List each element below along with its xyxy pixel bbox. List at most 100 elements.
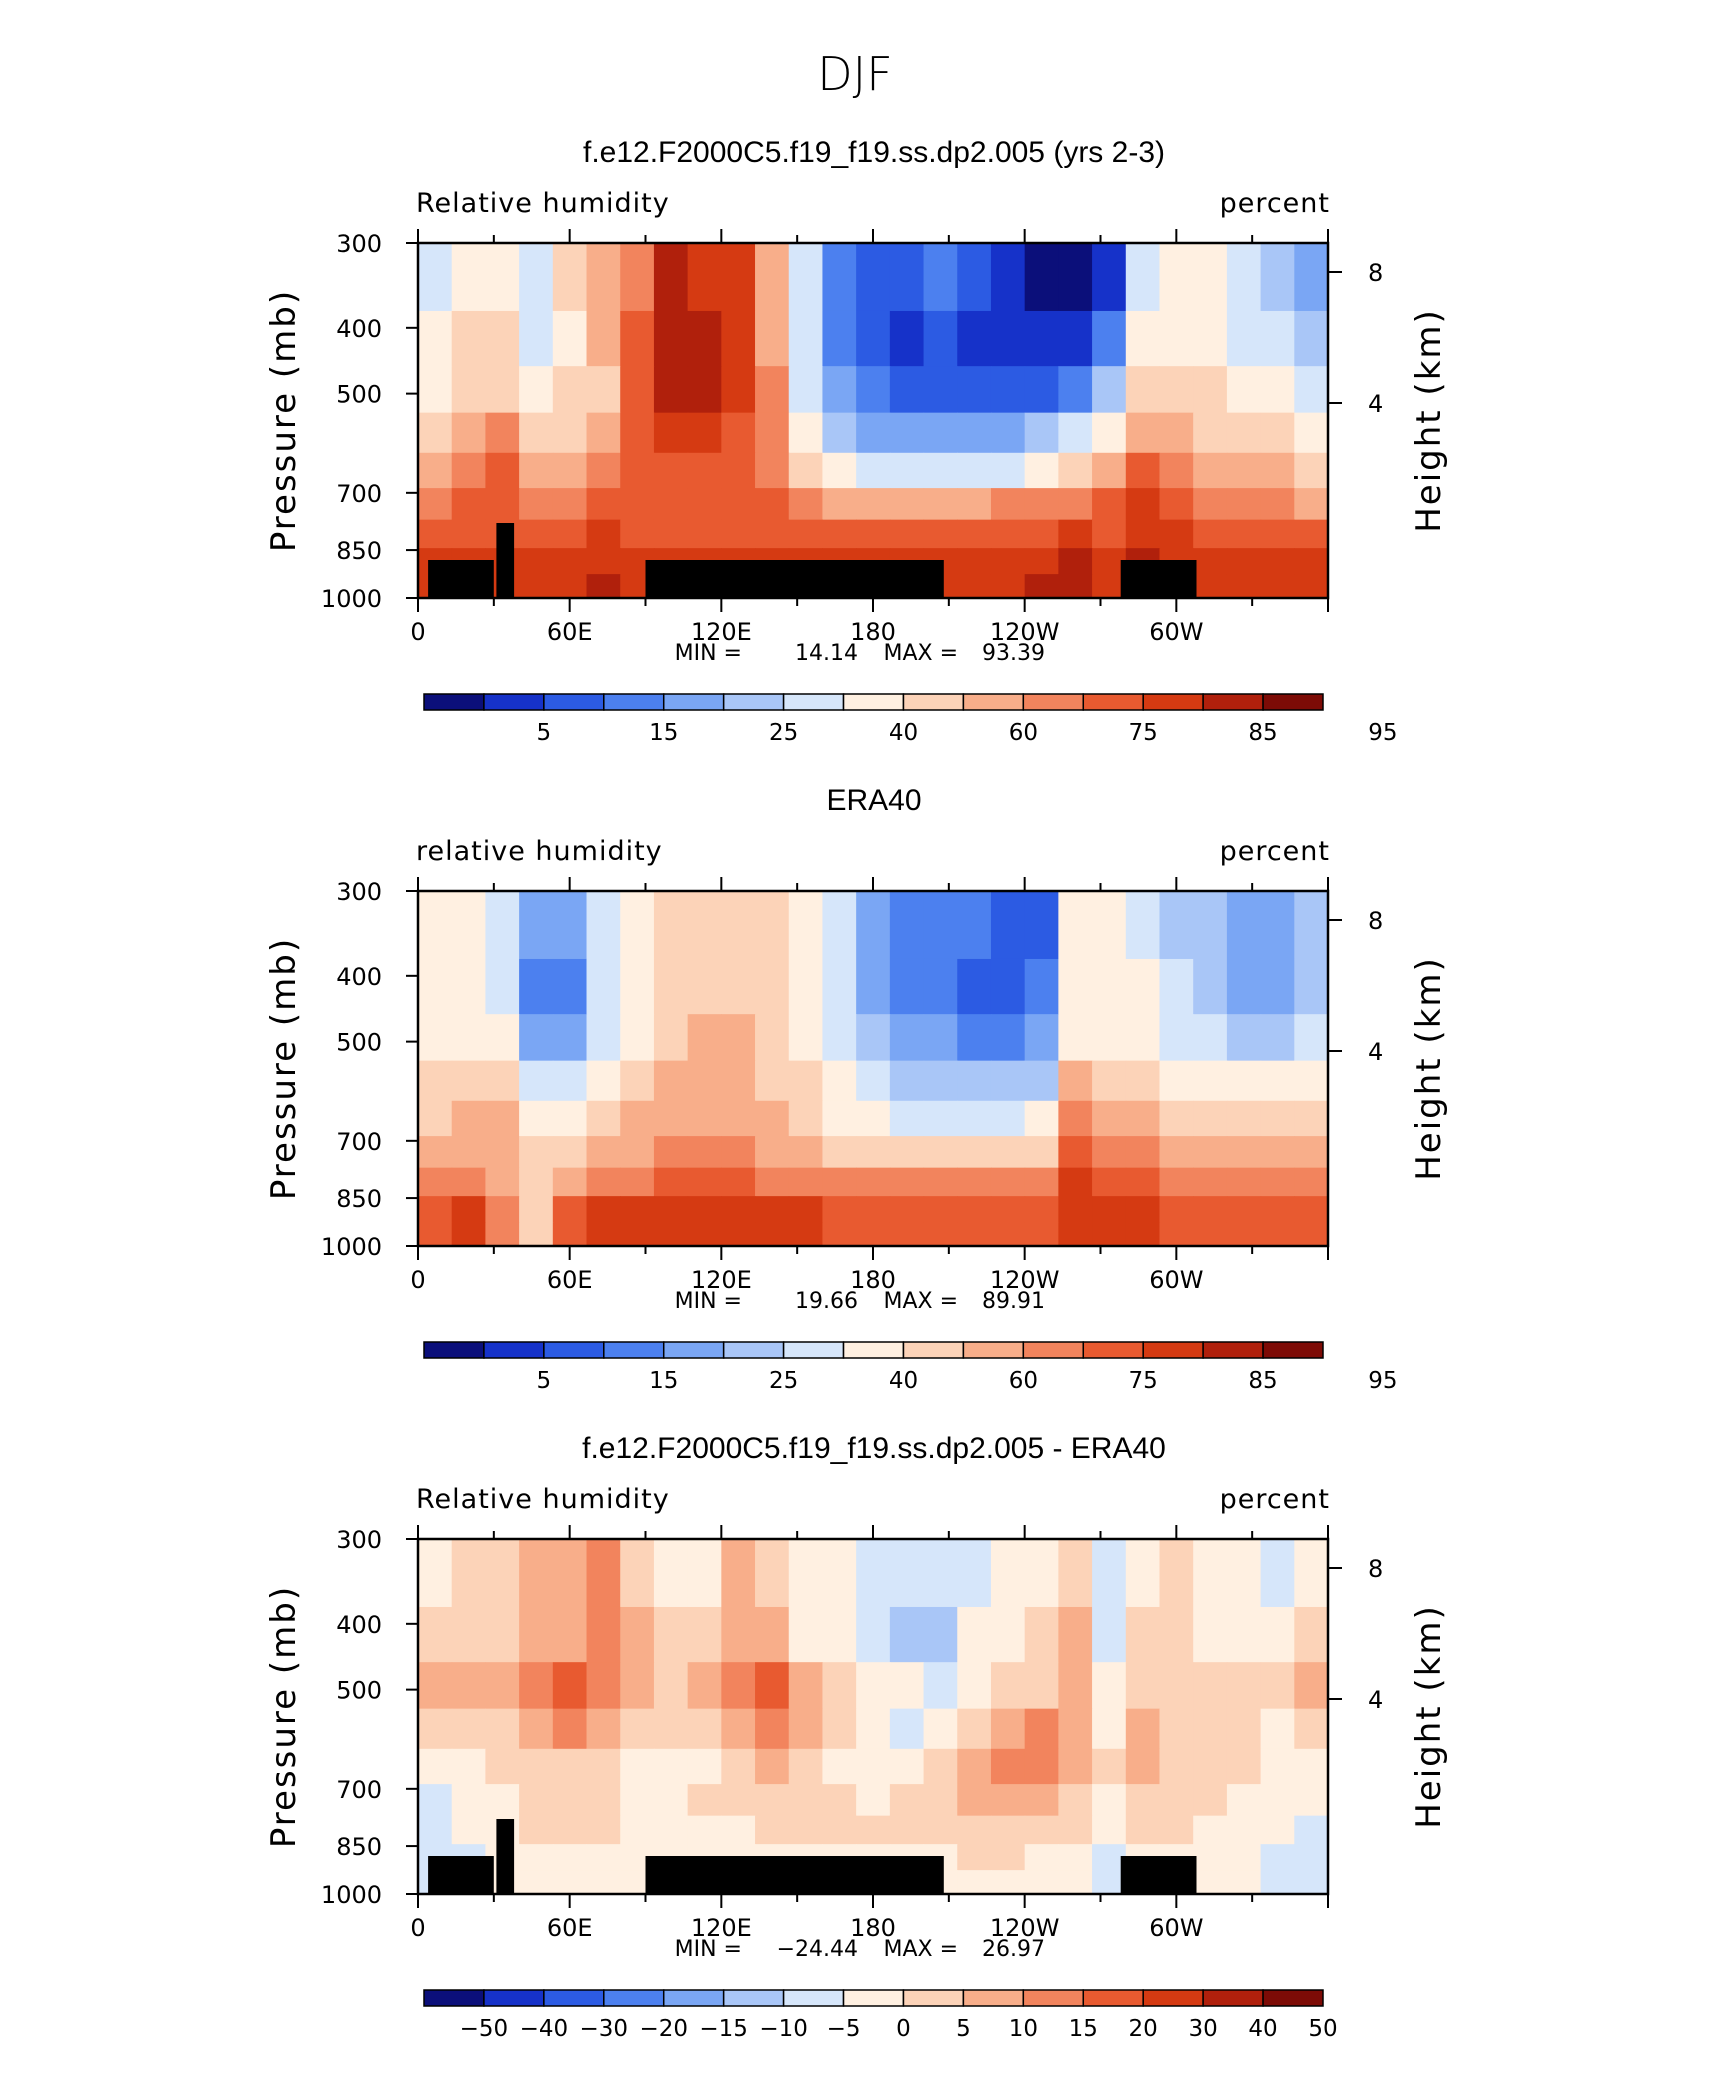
contour-cell	[822, 310, 857, 367]
contour-cell	[519, 1060, 554, 1102]
contour-cell	[1024, 1014, 1059, 1062]
contour-cell	[1159, 1748, 1194, 1785]
colorbar-label: −20	[639, 2016, 688, 2042]
contour-cell	[755, 1222, 790, 1247]
contour-cell	[1226, 1784, 1262, 1817]
contour-cell	[822, 1539, 857, 1608]
contour-cell	[1260, 1784, 1295, 1817]
contour-cell	[1260, 1606, 1295, 1663]
contour-cell	[923, 412, 958, 454]
contour-cell	[822, 891, 857, 960]
contour-cell	[1193, 1870, 1228, 1895]
contour-cell	[1193, 243, 1228, 312]
contour-cell	[620, 1784, 655, 1817]
contour-cell	[822, 1606, 857, 1663]
x-tick-label: 0	[410, 1266, 425, 1294]
contour-cell	[990, 1748, 1026, 1785]
contour-cell	[957, 366, 992, 414]
contour-cell	[957, 412, 992, 454]
contour-cell	[923, 1748, 958, 1785]
max-label: MAX =	[883, 641, 958, 666]
contour-cell	[1024, 1167, 1059, 1197]
contour-cell	[418, 1708, 453, 1750]
contour-cell	[552, 488, 588, 521]
x-tick-label: 120W	[990, 1266, 1060, 1294]
contour-cell	[552, 1815, 588, 1845]
contour-cell	[1125, 310, 1161, 367]
contour-cell	[923, 1606, 958, 1663]
y-tick-label: 400	[336, 963, 382, 991]
contour-cell	[687, 488, 722, 521]
contour-cell	[519, 1539, 554, 1608]
contour-cell	[1159, 243, 1194, 312]
contour-cell	[957, 488, 992, 521]
colorbar-swatch	[842, 1989, 905, 2007]
contour-cell	[1294, 1539, 1329, 1608]
y-axis-title: Pressure (mb)	[264, 937, 304, 1200]
units-label: percent	[1220, 188, 1330, 219]
contour-cell	[755, 488, 790, 521]
contour-cell	[957, 574, 992, 599]
colorbar-label: −5	[827, 2016, 861, 2042]
contour-cell	[856, 1708, 891, 1750]
colorbar-swatch	[1262, 1341, 1324, 1359]
contour-cell	[620, 891, 655, 960]
contour-cell	[1058, 891, 1093, 960]
contour-cell	[957, 310, 992, 367]
contour-cell	[1294, 1784, 1329, 1817]
contour-cell	[957, 1060, 992, 1102]
contour-cell	[1125, 488, 1161, 521]
contour-cell	[586, 574, 621, 599]
contour-cell	[1092, 412, 1127, 454]
colorbar-swatch	[1082, 1989, 1144, 2007]
contour-cell	[519, 1748, 554, 1785]
contour-cell	[1092, 310, 1127, 367]
contour-cell	[1294, 1870, 1329, 1895]
contour-cell	[721, 1748, 756, 1785]
contour-cell	[755, 1784, 790, 1817]
contour-cell	[1294, 958, 1329, 1015]
contour-cell	[1159, 1708, 1194, 1750]
contour-cell	[519, 1662, 554, 1710]
contour-cell	[552, 958, 588, 1015]
contour-cell	[418, 1222, 453, 1247]
contour-cell	[822, 1060, 857, 1102]
contour-cell	[788, 1167, 824, 1197]
contour-cell	[519, 548, 554, 575]
contour-cell	[1294, 412, 1329, 454]
contour-cell	[1260, 548, 1295, 575]
contour-cell	[653, 1014, 689, 1062]
contour-cell	[990, 1167, 1026, 1197]
contour-cell	[519, 452, 554, 489]
contour-cell	[620, 519, 655, 549]
contour-cell	[1058, 1606, 1093, 1663]
contour-cell	[1092, 1136, 1127, 1169]
contour-cell	[923, 1662, 958, 1710]
contour-cell	[586, 1815, 621, 1845]
contour-cell	[552, 548, 588, 575]
contour-cell	[1159, 891, 1194, 960]
contour-cell	[687, 1784, 722, 1817]
contour-cell	[620, 488, 655, 521]
contour-cell	[1024, 412, 1059, 454]
contour-cell	[1159, 1606, 1194, 1663]
contour-cell	[1159, 1136, 1194, 1169]
contour-cell	[519, 1708, 554, 1750]
contour-cell	[788, 891, 824, 960]
y-tick-label: 850	[336, 537, 382, 565]
contour-cell	[990, 1539, 1026, 1608]
contour-cell	[721, 1222, 756, 1247]
contour-cell	[1159, 519, 1194, 549]
colorbar-label: 25	[769, 720, 798, 746]
contour-cell	[788, 519, 824, 549]
contour-cell	[552, 519, 588, 549]
x-tick-label: 60W	[1149, 618, 1203, 646]
contour-cell	[1193, 891, 1228, 960]
contour-cell	[653, 1784, 689, 1817]
contour-cell	[1125, 1815, 1161, 1845]
colorbar-swatch	[782, 693, 845, 711]
contour-cell	[1058, 519, 1093, 549]
contour-cell	[620, 243, 655, 312]
contour-cell	[822, 1014, 857, 1062]
contour-cell	[620, 1100, 655, 1137]
